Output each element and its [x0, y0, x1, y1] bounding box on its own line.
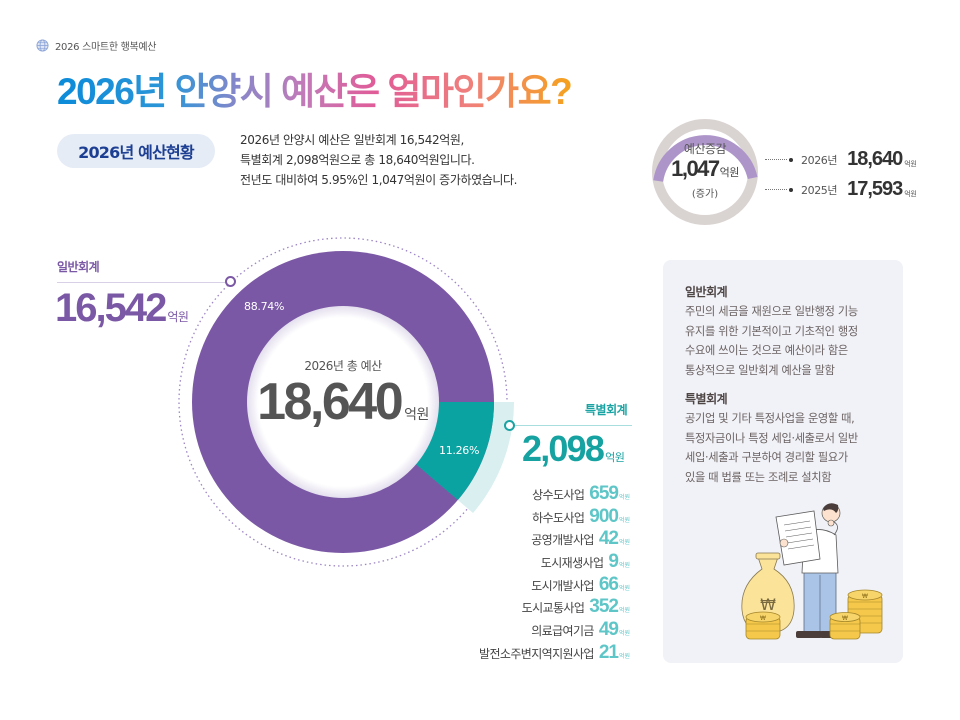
summary-line: 2026년 안양시 예산은 일반회계 16,542억원,	[240, 133, 464, 147]
change-center: 예산증감 1,047억원 (증가)	[651, 140, 759, 200]
fund-row: 하수도사업 900 억원	[532, 505, 631, 527]
fund-row: 상수도사업 659 억원	[532, 483, 631, 504]
general-label: 일반회계	[57, 260, 100, 274]
bullet-icon	[789, 187, 793, 192]
info-special-text: 공기업 및 기타 특정사업을 운영할 때, 특정자금이나 특정 세입·세출로서 …	[685, 412, 858, 484]
total-label: 2026년 총 예산	[304, 359, 382, 373]
svg-text:₩: ₩	[760, 595, 776, 614]
summary-line: 전년도 대비하여 5.95%인 1,047억원이 증가하였습니다.	[240, 173, 518, 187]
svg-text:₩: ₩	[842, 615, 848, 622]
special-fund-list: 상수도사업 659 억원 하수도사업 900 억원 공영개발사업 42 억원 도시재생사업 9…	[479, 483, 632, 665]
change-donut-chart	[652, 119, 758, 225]
summary-text: 2026년 안양시 예산은 일반회계 16,542억원, 특별회계 2,098억…	[240, 130, 517, 190]
fund-row: 의료급여기금 49 억원	[531, 619, 631, 641]
page-title: 2026년 안양시 예산은 얼마인가요?	[57, 68, 573, 116]
bullet-icon	[789, 157, 793, 162]
special-label: 특별회계	[585, 403, 628, 417]
change-value: 1,047억원	[671, 156, 739, 181]
fund-row: 도시교통사업 352 억원	[521, 596, 631, 618]
total-value: 18,640 억원	[257, 373, 429, 431]
globe-icon	[36, 39, 49, 52]
special-percent-label: 11.26%	[439, 444, 480, 457]
fund-row: 공영개발사업 42 억원	[531, 528, 631, 550]
compare-row-2025: 2025년 17,593 억원	[765, 178, 917, 201]
header-tag: 2026 스마트한 행복예산	[36, 38, 157, 53]
change-note: (증가)	[691, 189, 719, 200]
budget-donut-chart	[178, 237, 514, 567]
total-center: 2026년 총 예산 18,640 억원	[243, 357, 443, 442]
svg-text:₩: ₩	[760, 615, 766, 622]
summary-line: 특별회계 2,098억원으로 총 18,640억원입니다.	[240, 153, 475, 167]
special-marker-dot	[504, 420, 515, 431]
general-marker-dot	[225, 276, 236, 287]
document-icon	[775, 510, 821, 566]
coin-stack-icon: ₩	[829, 612, 861, 640]
coin-stack-icon: ₩	[745, 611, 781, 640]
info-special-title: 특별회계	[685, 392, 728, 406]
change-label: 예산증감	[683, 142, 727, 156]
special-value: 2,098 억원	[522, 428, 625, 469]
section-pill: 2026년 예산현황	[57, 134, 215, 168]
general-percent-label: 88.74%	[244, 300, 285, 313]
info-general-title: 일반회계	[685, 285, 728, 299]
fund-row: 도시재생사업 9 억원	[540, 551, 631, 573]
compare-row-2026: 2026년 18,640 억원	[765, 148, 917, 171]
general-leader-line	[57, 282, 230, 283]
person-with-money-illustration: ₩ ₩ ₩ ₩	[741, 503, 883, 640]
fund-row: 발전소주변지역지원사업 21 억원	[479, 641, 631, 663]
info-general-section: 일반회계 주민의 세금을 재원으로 일반행정 기능 유지를 위한 기본적이고 기…	[685, 283, 895, 380]
general-value: 16,542 억원	[55, 286, 189, 330]
svg-text:₩: ₩	[862, 593, 868, 600]
info-general-text: 주민의 세금을 재원으로 일반행정 기능 유지를 위한 기본적이고 기초적인 행…	[685, 305, 858, 377]
header-tag-text: 2026 스마트한 행복예산	[55, 42, 157, 53]
special-leader-line	[515, 425, 632, 426]
fund-row: 도시개발사업 66 억원	[531, 573, 631, 595]
info-special-section: 특별회계 공기업 및 기타 특정사업을 운영할 때, 특정자금이나 특정 세입·…	[685, 390, 895, 487]
